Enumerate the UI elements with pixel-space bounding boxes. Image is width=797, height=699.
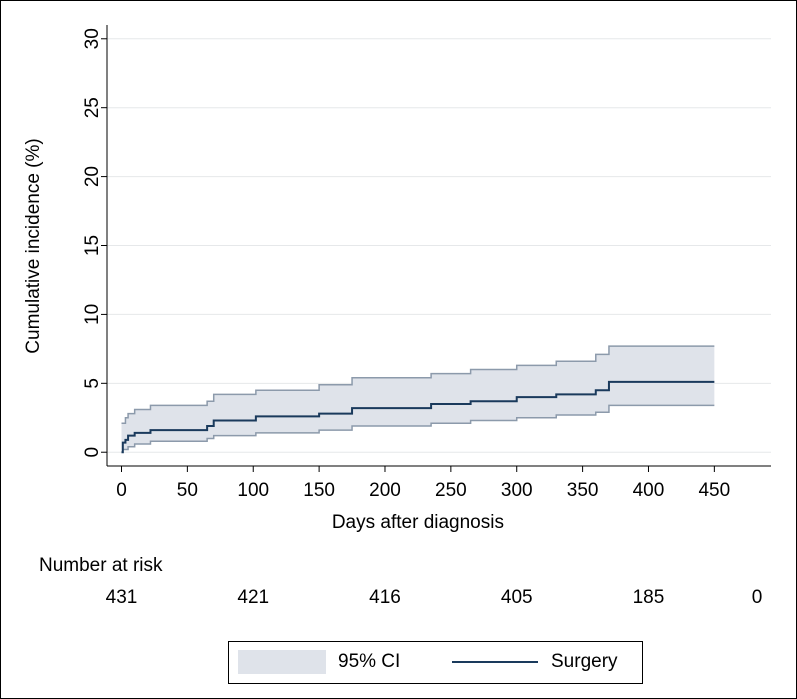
ci-upper <box>121 345 715 425</box>
legend-label: 95% CI <box>338 651 400 672</box>
ci-lower <box>121 404 715 453</box>
y-tick-label: 10 <box>82 304 103 325</box>
y-tick-label: 0 <box>82 447 103 458</box>
line <box>121 380 715 454</box>
y-tick-label: 25 <box>82 97 103 118</box>
risk-value: 431 <box>106 587 138 608</box>
x-tick-label: 150 <box>303 480 335 501</box>
x-tick-label: 300 <box>501 480 533 501</box>
x-tick-label: 100 <box>237 480 269 501</box>
risk-value: 416 <box>369 587 401 608</box>
risk-value: 185 <box>633 587 665 608</box>
x-tick-label: 450 <box>698 480 730 501</box>
y-tick-label: 30 <box>82 28 103 49</box>
x-tick-label: 200 <box>369 480 401 501</box>
x-tick-label: 250 <box>435 480 467 501</box>
risk-title: Number at risk <box>39 555 163 576</box>
x-tick-label: 50 <box>177 480 198 501</box>
y-tick-label: 20 <box>82 166 103 187</box>
x-tick-label: 350 <box>567 480 599 501</box>
x-tick-label: 400 <box>633 480 665 501</box>
ci-band <box>121 346 715 453</box>
y-tick-label: 15 <box>82 235 103 256</box>
x-tick-label: 0 <box>116 480 127 501</box>
x-axis-label: Days after diagnosis <box>332 512 504 533</box>
risk-value: 405 <box>501 587 533 608</box>
risk-value: 0 <box>752 587 763 608</box>
legend-swatch <box>238 650 326 674</box>
y-tick-label: 5 <box>82 378 103 389</box>
risk-value: 421 <box>237 587 269 608</box>
y-axis-label: Cumulative incidence (%) <box>23 138 44 353</box>
legend-label: Surgery <box>551 651 618 672</box>
